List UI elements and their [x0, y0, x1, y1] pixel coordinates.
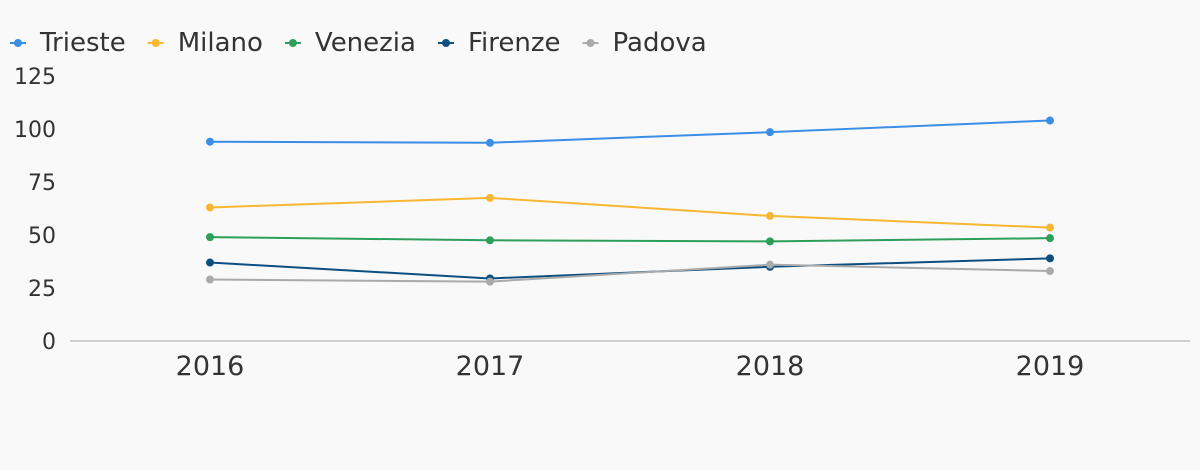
series-line	[209, 236, 1051, 243]
series-milano	[206, 193, 1054, 232]
legend-dot-marker	[586, 39, 595, 47]
y-axis: 0 25 50 75 100 125	[14, 65, 56, 355]
y-tick-label: 75	[28, 171, 56, 196]
data-point[interactable]	[766, 128, 774, 137]
data-point[interactable]	[1046, 223, 1054, 232]
series-line	[209, 196, 1051, 229]
data-point[interactable]	[206, 233, 214, 242]
y-tick-label: 0	[42, 330, 56, 355]
series-venezia	[206, 233, 1054, 246]
series-line	[209, 119, 1051, 144]
data-point[interactable]	[1046, 234, 1054, 243]
legend-item-trieste[interactable]: Trieste	[10, 28, 126, 58]
data-point[interactable]	[206, 258, 214, 267]
data-point[interactable]	[1046, 254, 1054, 263]
x-axis: 2016 2017 2018 2019	[176, 351, 1085, 382]
legend-label: Milano	[178, 28, 263, 58]
legend-dot-marker	[288, 39, 297, 47]
y-tick-label: 100	[14, 118, 56, 143]
data-point[interactable]	[1046, 116, 1054, 125]
data-point[interactable]	[766, 260, 774, 269]
legend-item-milano[interactable]: Milano	[147, 28, 263, 58]
legend: Trieste Milano Venezia Firenze Padova	[10, 28, 707, 58]
data-point[interactable]	[206, 137, 214, 146]
data-point[interactable]	[1046, 267, 1054, 276]
x-tick-label: 2017	[456, 351, 525, 382]
data-point[interactable]	[766, 211, 774, 220]
legend-item-padova[interactable]: Padova	[582, 28, 707, 58]
data-point[interactable]	[486, 138, 494, 147]
legend-label: Venezia	[315, 28, 416, 58]
legend-label: Trieste	[39, 28, 126, 58]
series-line	[209, 263, 1051, 283]
data-point[interactable]	[486, 193, 494, 202]
data-point[interactable]	[206, 275, 214, 284]
data-point[interactable]	[486, 277, 494, 286]
legend-label: Padova	[613, 28, 707, 58]
plot-area	[206, 116, 1054, 286]
legend-item-venezia[interactable]: Venezia	[284, 28, 416, 58]
legend-label: Firenze	[468, 28, 561, 58]
data-point[interactable]	[486, 236, 494, 245]
y-tick-label: 125	[14, 65, 56, 90]
legend-dot-marker	[14, 39, 22, 47]
y-tick-label: 50	[28, 224, 56, 249]
x-tick-label: 2016	[176, 351, 245, 382]
x-tick-label: 2019	[1016, 351, 1085, 382]
series-trieste	[206, 116, 1054, 147]
data-point[interactable]	[766, 237, 774, 246]
legend-dot-marker	[441, 39, 450, 47]
data-point[interactable]	[206, 203, 214, 212]
legend-dot-marker	[151, 39, 160, 47]
legend-item-firenze[interactable]: Firenze	[437, 28, 561, 58]
series-padova	[206, 260, 1054, 286]
y-tick-label: 25	[28, 277, 56, 302]
x-tick-label: 2018	[736, 351, 805, 382]
